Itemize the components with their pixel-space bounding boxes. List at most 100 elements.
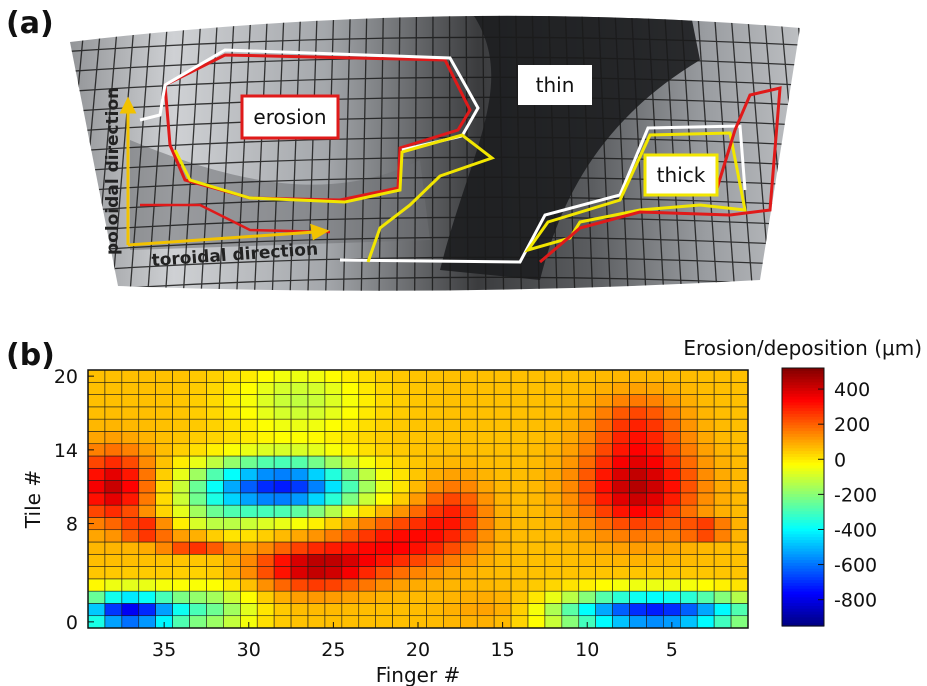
heatmap-cell (307, 578, 326, 592)
heatmap-cell (392, 615, 410, 629)
heatmap-cell (341, 566, 360, 580)
heatmap-cell (510, 553, 529, 567)
heatmap-cell (223, 369, 241, 383)
heatmap-cell (240, 578, 258, 592)
heatmap-cell (663, 578, 681, 592)
heatmap-cell (324, 443, 343, 457)
heatmap-cell (544, 455, 563, 469)
heatmap-cell (510, 517, 529, 531)
heatmap-cell (409, 590, 427, 604)
photo-surface (70, 15, 800, 291)
heatmap-cell (290, 553, 309, 567)
heatmap-cell (172, 418, 190, 432)
heatmap-cell (696, 578, 715, 592)
heatmap-cell (121, 467, 140, 481)
heatmap-cell (476, 529, 495, 543)
heatmap-cell (493, 566, 512, 580)
heatmap-cell (578, 369, 596, 383)
heatmap-cell (206, 394, 224, 408)
heatmap-cell (206, 541, 224, 555)
heatmap-cell (273, 517, 292, 531)
heatmap-cell (290, 455, 309, 469)
heatmap-cell (206, 566, 224, 580)
heatmap-cell (578, 394, 596, 408)
heatmap-cell (324, 492, 343, 506)
heatmap-cell (172, 443, 190, 457)
heatmap-cell (341, 431, 360, 445)
heatmap-cell (696, 615, 715, 629)
heatmap-cell (341, 590, 360, 604)
heatmap-cell (256, 455, 275, 469)
heatmap-cell (595, 615, 613, 629)
y-tick-label: 0 (66, 612, 78, 634)
heatmap-cell (358, 394, 376, 408)
heatmap-cell (240, 566, 258, 580)
erosion-outline-right (539, 86, 782, 264)
heatmap-cell (172, 394, 190, 408)
heatmap-cell (189, 517, 207, 531)
heatmap-cell (595, 431, 613, 445)
heatmap-cell (629, 566, 647, 580)
heatmap-cell (527, 394, 546, 408)
heatmap-cell (476, 492, 495, 506)
heatmap-cell (730, 504, 749, 518)
heatmap-cell (341, 517, 360, 531)
heatmap-cell (155, 504, 173, 518)
heatmap-cell (460, 431, 478, 445)
heatmap-cell (138, 480, 156, 494)
erosion-outline-lower (140, 203, 331, 234)
heatmap-cell (87, 553, 106, 567)
colorbar-step (782, 393, 824, 398)
heatmap-cell (476, 615, 495, 629)
colorbar-step (782, 385, 824, 389)
x-tick-label: 5 (666, 639, 678, 661)
heatmap-cell (646, 615, 664, 629)
colorbar-step (782, 502, 824, 507)
heatmap-cell (612, 578, 630, 592)
heatmap-cell (578, 517, 596, 531)
colorbar-step (782, 525, 824, 530)
heatmap-cell (189, 418, 207, 432)
colorbar-step (782, 514, 824, 518)
heatmap-cell (493, 517, 512, 531)
heatmap-cell (87, 455, 106, 469)
heatmap-cell (121, 517, 140, 531)
heatmap-cell (138, 406, 156, 420)
heatmap-cell (409, 566, 427, 580)
heatmap-cell (138, 431, 156, 445)
heatmap-cell (443, 492, 461, 506)
heatmap-cell (527, 504, 546, 518)
heatmap-cell (206, 492, 224, 506)
heatmap-cell (121, 492, 140, 506)
heatmap-cell (155, 394, 173, 408)
heatmap-cell (324, 504, 343, 518)
heatmap-cell (629, 369, 647, 383)
heatmap-cell (663, 467, 681, 481)
heatmap-cell (612, 381, 630, 395)
heatmap-cell (527, 467, 546, 481)
heatmap-cell (730, 418, 749, 432)
colorbar-step (782, 542, 824, 547)
heatmap-cell (713, 553, 732, 567)
heatmap-cell (392, 480, 410, 494)
heatmap-cell (595, 467, 613, 481)
heatmap-cell (155, 443, 173, 457)
heatmap-cell (358, 553, 376, 567)
heatmap-cell (87, 381, 106, 395)
heatmap-cell (189, 455, 207, 469)
heatmap-cell (612, 418, 630, 432)
colorbar-step (782, 479, 824, 484)
heatmap-cell (713, 504, 732, 518)
heatmap-cell (409, 381, 427, 395)
heatmap-cell (629, 504, 647, 518)
heatmap-cell (595, 418, 613, 432)
heatmap-cell (460, 541, 478, 555)
colorbar-tick-label: -200 (834, 484, 877, 506)
heatmap-cell (172, 578, 190, 592)
heatmap-cell (696, 418, 715, 432)
heatmap-cell (680, 578, 698, 592)
colorbar-step (782, 562, 824, 567)
heatmap-cell (426, 566, 444, 580)
colorbar-step (782, 499, 824, 504)
heatmap-cell (460, 381, 478, 395)
